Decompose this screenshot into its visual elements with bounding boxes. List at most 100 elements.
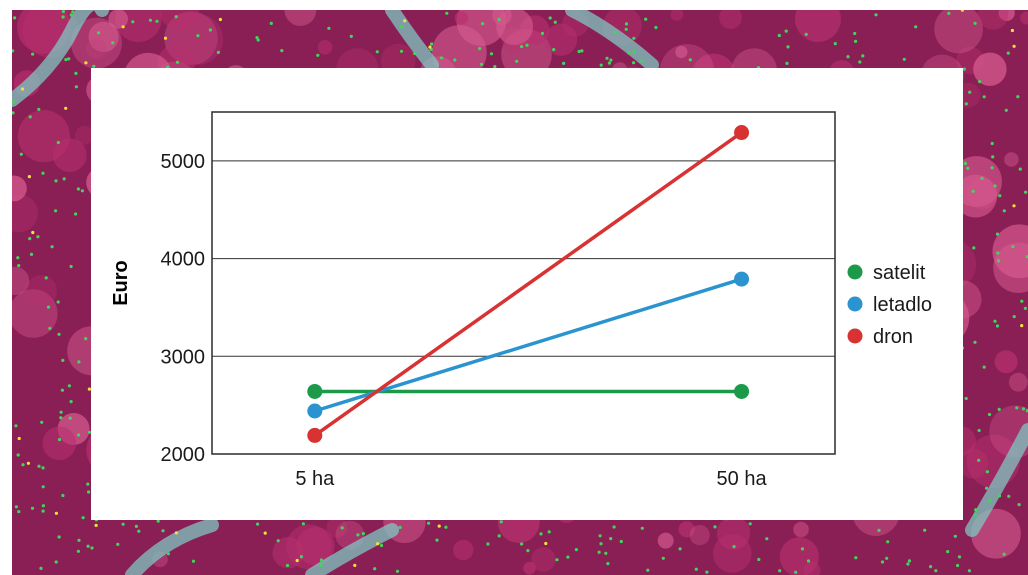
tree-top-dot [57,535,61,539]
tree-top-dot [632,50,636,54]
tree-top-dot [361,532,365,536]
tree-top-dot [1024,190,1028,194]
tree-top-dot [765,537,769,541]
road-clearing [305,523,399,575]
canopy-patch [779,537,819,575]
canopy-patch [86,38,107,59]
canopy-patch [794,10,841,42]
tree-top-dot [778,569,782,573]
canopy-patch [678,521,695,538]
tree-top-dot [54,560,58,564]
tree-top-dot [19,152,23,156]
tree-top-dot [993,184,997,188]
canopy-patch [523,561,536,575]
tree-top-dot [76,187,80,191]
tree-top-dot [76,549,80,553]
tree-top-dot [609,58,613,62]
tree-top-dot [439,56,444,60]
tree-top-dot [489,52,494,56]
tree-top-dot [784,29,788,33]
canopy-patch [12,175,27,202]
canopy-patch [998,10,1015,21]
tree-top-dot [400,25,404,29]
legend-marker [847,264,863,280]
tree-top-dot [988,499,992,503]
tree-top-dot [973,513,978,517]
canopy-patch [793,521,809,538]
tree-top-dot [479,62,484,66]
tree-top-dot [12,111,15,115]
tree-top-dot [16,256,20,260]
tree-top-dot [13,16,17,20]
legend-marker [847,296,863,312]
tree-top-dot [654,25,658,30]
tree-top-dot [497,18,501,22]
tree-top-dot [84,61,88,65]
canopy-patch [17,110,70,163]
tree-top-dot [61,15,65,19]
tree-top-dot [375,50,379,54]
tree-top-dot [880,560,885,564]
tree-top-dot [624,27,628,31]
data-point [307,403,323,419]
tree-top-dot [694,567,698,571]
data-point [307,427,323,443]
data-point [734,271,750,287]
tree-top-dot [121,25,125,29]
tree-top-dot [17,436,21,441]
tree-top-dot [285,563,290,568]
tree-top-dot [148,18,152,22]
series-line [313,131,743,437]
tree-top-dot [577,49,581,54]
tree-top-dot [984,486,989,490]
tree-top-dot [1016,95,1020,99]
legend-label: dron [873,326,913,348]
tree-top-dot [964,396,968,401]
tree-top-dot [68,416,72,420]
tree-top-dot [604,551,608,555]
tree-top-dot [87,430,92,434]
tree-top-dot [520,542,524,546]
tree-top-dot [12,100,16,104]
tree-top-dot [1002,552,1006,556]
tree-top-dot [155,19,159,23]
tree-top-dot [77,433,81,437]
tree-top-dot [520,45,524,49]
tree-top-dot [619,539,623,544]
tree-top-dot [14,505,18,509]
tree-top-dot [1004,108,1008,112]
tree-top-dot [61,10,65,14]
tree-top-dot [64,58,68,62]
tree-top-dot [445,11,449,15]
series-letadlo [307,271,750,419]
tree-top-dot [1017,503,1021,507]
tree-top-dot [94,523,98,528]
tree-top-dot [295,558,299,563]
y-tick-label: 5000 [161,151,206,173]
tree-top-dot [786,45,790,49]
tree-top-dot [59,416,63,420]
tree-top-dot [376,542,380,546]
tree-top-dot [632,61,636,65]
tree-top-dot [990,141,994,146]
canopy-patch [973,52,1007,86]
tree-top-dot [21,463,25,467]
tree-top-dot [481,22,485,26]
tree-top-dot [997,259,1001,263]
tree-top-dot [632,36,636,40]
tree-top-dot [607,61,612,65]
tree-top-dot [998,194,1002,198]
tree-top-dot [968,90,972,94]
tree-top-dot [87,387,91,391]
tree-top-dot [499,520,503,524]
tree-top-dot [30,506,35,510]
legend-label: satelit [873,262,926,284]
series-dron [307,125,750,443]
tree-top-dot [539,532,543,536]
tree-top-dot [923,528,927,532]
tree-top-dot [980,176,984,180]
canopy-patch [531,547,556,572]
tree-top-dot [1025,255,1028,259]
canopy-patch [958,448,989,479]
tree-top-dot [57,332,61,336]
